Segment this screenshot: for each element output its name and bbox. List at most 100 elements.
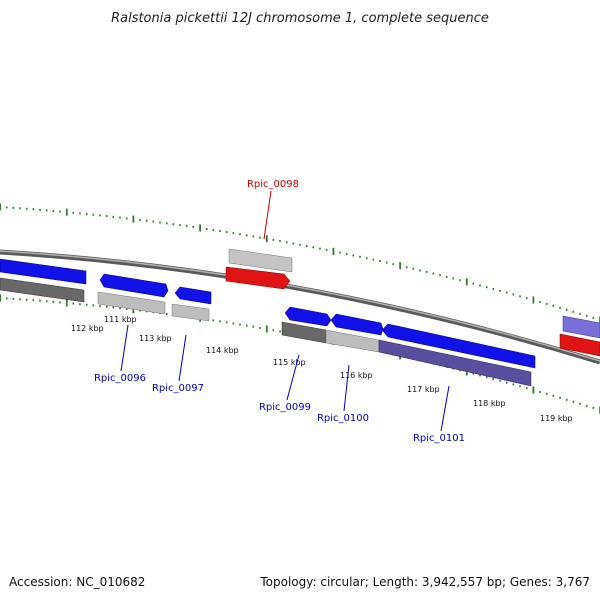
minor-tick <box>179 224 181 227</box>
chromosome-backbone-highlight <box>0 250 600 362</box>
minor-tick <box>105 215 108 218</box>
minor-tick <box>405 266 408 269</box>
minor-tick <box>572 400 575 403</box>
gene-block[interactable] <box>228 248 293 273</box>
minor-tick <box>232 322 235 325</box>
gene-label-rpic-0099[interactable]: Rpic_0099 <box>259 402 311 413</box>
minor-tick <box>479 284 481 287</box>
gene-label-rpic-0097[interactable]: Rpic_0097 <box>152 383 204 394</box>
major-tick <box>332 247 335 255</box>
gene-arrow[interactable] <box>562 315 600 339</box>
minor-tick <box>39 299 41 302</box>
callout-line <box>343 364 350 412</box>
minor-tick <box>79 212 81 215</box>
minor-tick <box>165 222 168 225</box>
minor-tick <box>572 310 575 313</box>
minor-tick <box>5 206 8 209</box>
outer-tick-ring <box>0 203 600 324</box>
minor-tick <box>512 293 515 296</box>
minor-tick <box>352 254 355 257</box>
gene-block[interactable] <box>97 291 166 315</box>
gene-arrow-rpic-0099[interactable] <box>284 306 332 327</box>
minor-tick <box>585 314 588 317</box>
minor-tick <box>92 213 95 216</box>
major-tick <box>65 208 68 216</box>
major-tick <box>465 368 468 376</box>
gene-label-rpic-0098[interactable]: Rpic_0098 <box>247 179 299 190</box>
gene-arrow[interactable] <box>559 333 600 357</box>
minor-tick <box>579 312 581 315</box>
minor-tick <box>112 215 115 218</box>
gene-block[interactable] <box>281 321 327 344</box>
minor-tick <box>472 372 475 375</box>
gene-arrow-rpic-0096[interactable] <box>99 273 169 298</box>
minor-tick <box>552 394 555 397</box>
major-tick <box>0 203 1 211</box>
minor-tick <box>519 385 521 388</box>
minor-tick <box>205 228 208 230</box>
callout-line <box>286 354 300 401</box>
gene-label-rpic-0100[interactable]: Rpic_0100 <box>317 413 369 424</box>
minor-tick <box>485 376 488 379</box>
minor-tick <box>319 247 321 250</box>
major-tick <box>532 296 535 304</box>
minor-tick <box>459 279 461 282</box>
minor-tick <box>219 320 221 323</box>
callout-line <box>178 334 187 382</box>
minor-tick <box>12 206 15 209</box>
minor-tick <box>239 233 241 236</box>
minor-tick <box>292 242 295 245</box>
minor-tick <box>45 209 48 212</box>
minor-tick <box>272 238 275 241</box>
gene-block[interactable] <box>0 277 85 303</box>
minor-tick <box>272 329 275 332</box>
scale-labels: 111 kbp 112 kbp 113 kbp 114 kbp 115 kbp … <box>71 315 573 423</box>
minor-tick <box>192 226 195 228</box>
gene-arrow[interactable] <box>0 258 87 285</box>
minor-tick <box>392 263 395 266</box>
scale-label: 118 kbp <box>473 399 506 408</box>
minor-tick <box>305 245 308 247</box>
minor-tick <box>252 235 255 238</box>
minor-tick <box>445 275 448 278</box>
minor-tick <box>592 316 595 319</box>
gene-label-rpic-0096[interactable]: Rpic_0096 <box>94 373 146 384</box>
major-tick <box>465 278 468 286</box>
scale-label: 112 kbp <box>71 324 104 333</box>
minor-tick <box>412 267 415 270</box>
minor-tick <box>585 404 588 407</box>
minor-tick <box>59 210 61 213</box>
gene-arrow-rpic-0101[interactable] <box>381 323 536 369</box>
minor-tick <box>312 246 315 249</box>
callout-line <box>263 190 272 240</box>
minor-tick <box>119 307 121 310</box>
minor-tick <box>345 253 348 255</box>
minor-tick <box>32 208 35 211</box>
gene-arrow-rpic-0098[interactable] <box>225 266 291 290</box>
minor-tick <box>45 300 48 303</box>
minor-tick <box>452 277 455 280</box>
minor-tick <box>145 219 148 222</box>
minor-tick <box>25 207 28 210</box>
minor-tick <box>19 207 21 210</box>
forward-strand <box>0 258 600 369</box>
minor-tick <box>112 306 115 309</box>
minor-tick <box>579 402 581 405</box>
gene-arrow-rpic-0100[interactable] <box>330 313 384 336</box>
minor-tick <box>152 220 155 223</box>
minor-tick <box>159 221 161 224</box>
minor-tick <box>119 216 121 219</box>
minor-tick <box>139 218 141 221</box>
minor-tick <box>12 297 15 300</box>
gene-arrow-rpic-0097[interactable] <box>174 286 212 305</box>
minor-tick <box>105 305 108 308</box>
minor-tick <box>479 374 481 377</box>
minor-tick <box>545 302 548 305</box>
gene-label-rpic-0101[interactable]: Rpic_0101 <box>413 433 465 444</box>
major-tick <box>265 235 268 243</box>
minor-tick <box>539 301 541 303</box>
minor-tick <box>252 325 255 328</box>
minor-tick <box>59 301 61 304</box>
gene-block[interactable] <box>171 303 210 322</box>
gene-block[interactable] <box>378 339 532 387</box>
